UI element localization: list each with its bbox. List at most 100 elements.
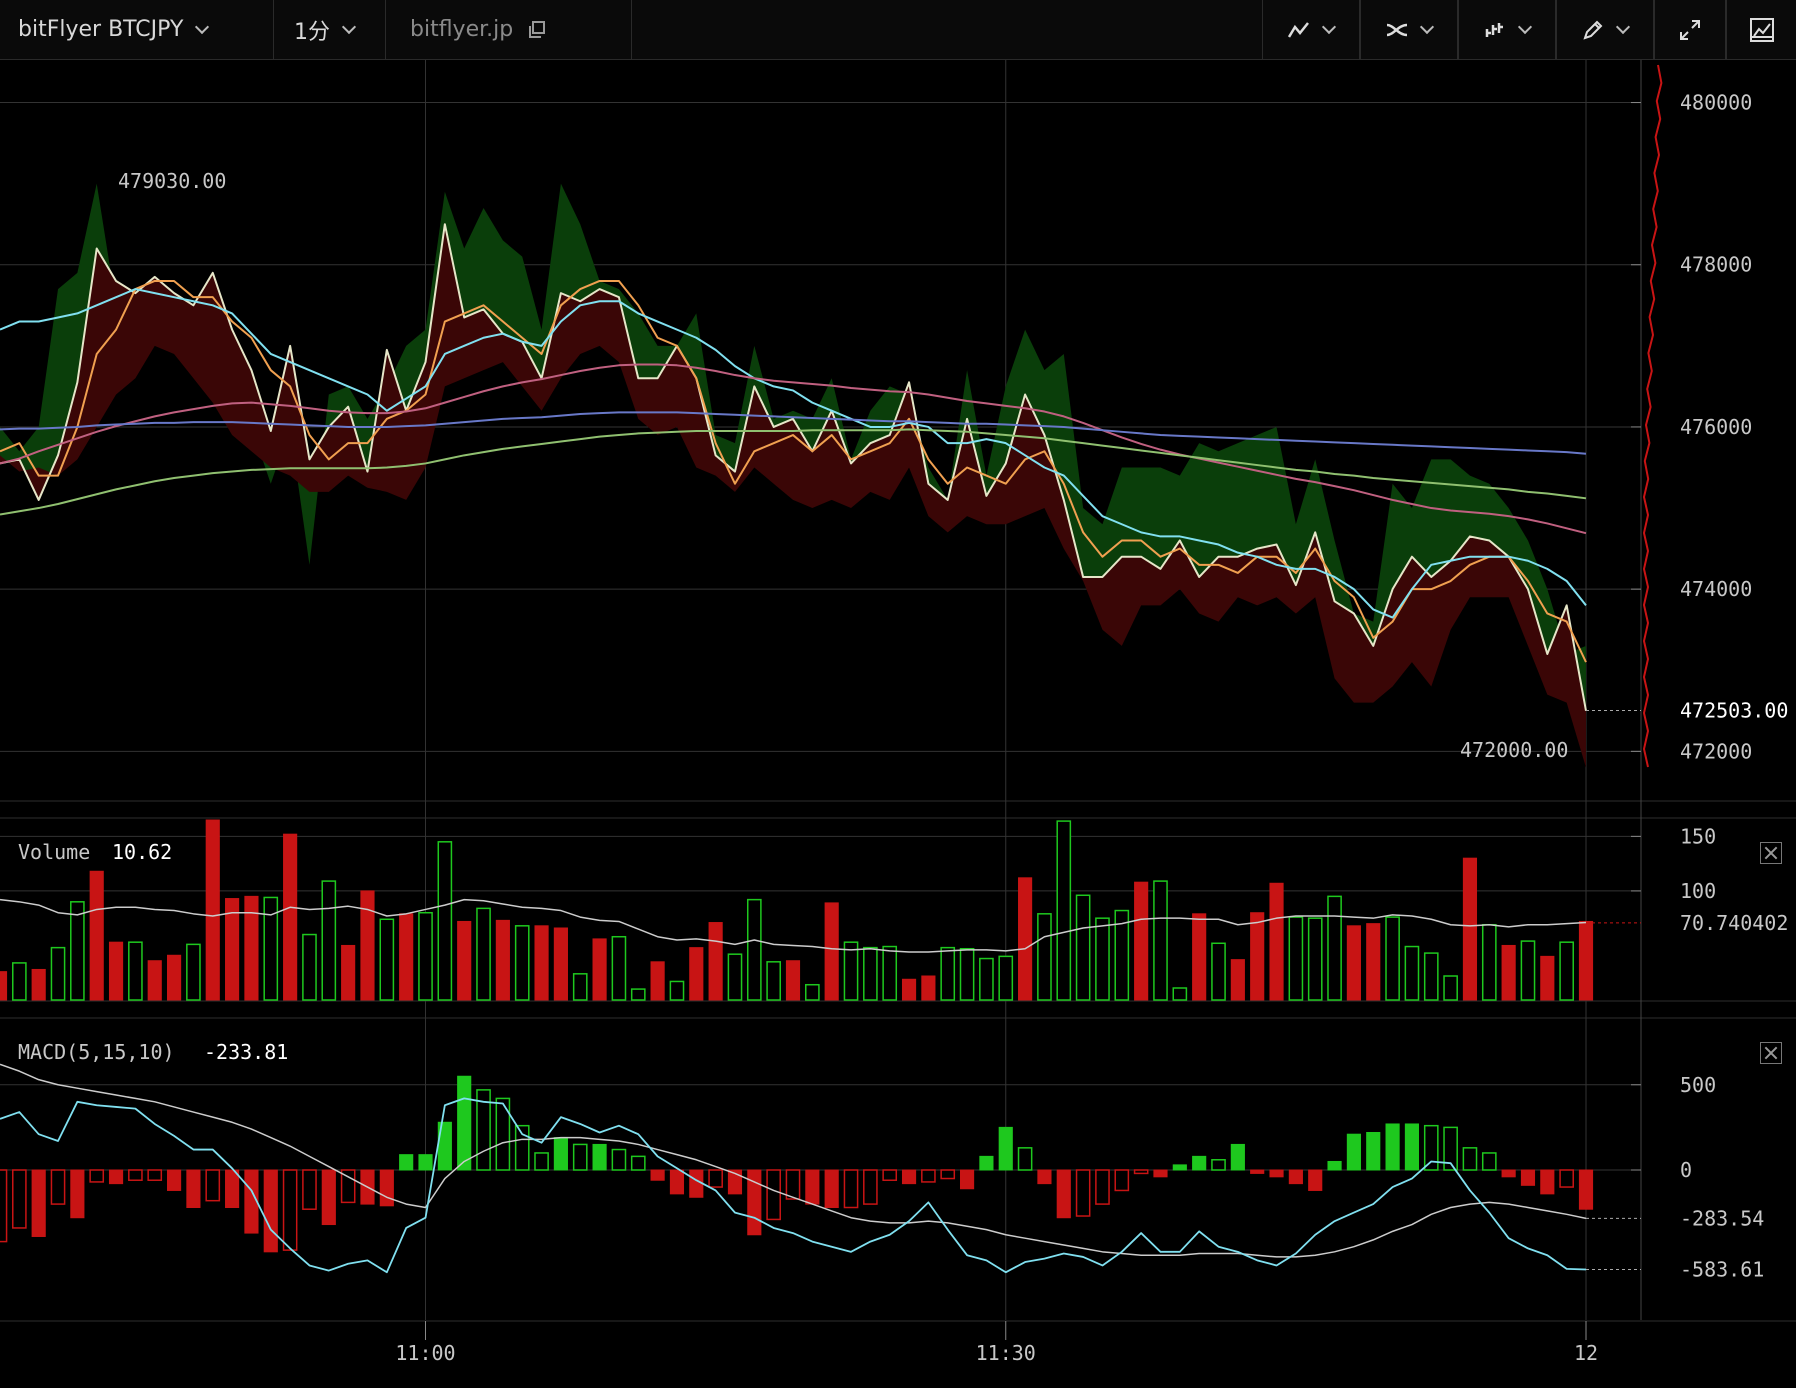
macd-histogram-bar bbox=[1172, 1164, 1187, 1171]
volume-bar bbox=[650, 961, 665, 1001]
volume-bar bbox=[1192, 913, 1207, 1001]
volume-bar bbox=[379, 918, 395, 1001]
volume-bar bbox=[89, 870, 104, 1001]
volume-bar bbox=[1501, 944, 1516, 1001]
macd-line-tick-label: -583.61 bbox=[1680, 1257, 1764, 1281]
macd-histogram-bar bbox=[1250, 1169, 1265, 1174]
price-tick-label: 480000 bbox=[1680, 91, 1752, 115]
interval-selector[interactable]: 1分 bbox=[274, 0, 386, 59]
volume-bar bbox=[128, 941, 143, 1001]
volume-bar bbox=[1462, 857, 1478, 1001]
volume-bar bbox=[534, 925, 549, 1001]
price-band-lower bbox=[0, 224, 1586, 768]
macd-histogram-bar bbox=[1288, 1169, 1303, 1185]
axes: 11:00 11:30 12 480000 478000 476000 474000 4720… bbox=[395, 60, 1788, 1365]
draw-tool-button[interactable] bbox=[1556, 0, 1654, 59]
macd-tick-label: 0 bbox=[1680, 1158, 1692, 1182]
volume-bar bbox=[766, 961, 781, 1001]
draw-pencil-icon bbox=[1583, 20, 1603, 40]
macd-histogram-bar bbox=[1269, 1169, 1284, 1178]
macd-histogram-bar bbox=[186, 1169, 201, 1208]
chart-canvas[interactable]: 11:00 11:30 12 480000 478000 476000 474000 4720… bbox=[0, 60, 1796, 1388]
volume-bar bbox=[785, 960, 801, 1001]
macd-signal-line bbox=[0, 1063, 1587, 1258]
high-price-label: 479030.00 bbox=[118, 169, 226, 193]
chart-settings-button[interactable] bbox=[1726, 0, 1796, 59]
price-line bbox=[0, 223, 1587, 711]
volume-ma-line bbox=[0, 898, 1587, 953]
volume-bar bbox=[418, 911, 433, 1001]
macd-histogram-bar bbox=[70, 1169, 85, 1219]
macd-histogram-bar bbox=[1114, 1169, 1130, 1192]
macd-histogram-bar bbox=[998, 1126, 1013, 1171]
volume-ma-tick-label: 70.740402 bbox=[1680, 911, 1788, 935]
chevron-down-icon bbox=[341, 19, 357, 34]
chevron-down-icon bbox=[1321, 19, 1337, 34]
indicator-button[interactable] bbox=[1360, 0, 1458, 59]
fullscreen-button[interactable] bbox=[1654, 0, 1726, 59]
macd-line bbox=[0, 1097, 1587, 1274]
macd-histogram-bar bbox=[205, 1169, 221, 1202]
volume-bar bbox=[959, 947, 975, 1001]
macd-histogram-bar bbox=[399, 1154, 414, 1171]
volume-bar bbox=[553, 927, 568, 1001]
volume-bar bbox=[901, 978, 917, 1001]
macd-histogram-bar bbox=[321, 1169, 336, 1226]
macd-histogram-bar bbox=[650, 1169, 665, 1181]
volume-bar bbox=[805, 983, 820, 1001]
volume-bar bbox=[1385, 916, 1400, 1001]
volume-bar bbox=[1366, 923, 1381, 1001]
macd-histogram-bar bbox=[940, 1169, 956, 1180]
macd-histogram-bar bbox=[592, 1143, 607, 1171]
macd-histogram-bar bbox=[147, 1169, 163, 1181]
volume-bar bbox=[0, 971, 8, 1001]
chart-settings-icon bbox=[1749, 17, 1774, 42]
volume-title: Volume bbox=[18, 840, 90, 864]
macd-histogram-bar bbox=[1423, 1124, 1439, 1171]
symbol-selector[interactable]: bitFlyer BTCJPY bbox=[0, 0, 274, 59]
ma-longer-line bbox=[0, 411, 1587, 455]
volume-bar bbox=[689, 947, 704, 1001]
volume-bar bbox=[1578, 920, 1594, 1001]
volume-bar bbox=[166, 954, 182, 1001]
macd-title: MACD(5,15,10) bbox=[18, 1040, 175, 1064]
volume-bar bbox=[360, 890, 375, 1001]
macd-histogram-bar bbox=[766, 1169, 781, 1221]
volume-bar bbox=[457, 920, 472, 1001]
macd-histogram-bar bbox=[1327, 1160, 1342, 1171]
chevron-down-icon bbox=[195, 19, 210, 34]
site-label: bitflyer.jp bbox=[410, 17, 514, 42]
macd-histogram-bar bbox=[882, 1169, 898, 1181]
volume-bar bbox=[147, 960, 162, 1001]
volume-bar bbox=[630, 988, 646, 1001]
grid-lines bbox=[0, 60, 1796, 1322]
volume-bar bbox=[283, 833, 298, 1001]
macd-histogram-bar bbox=[50, 1169, 66, 1205]
macd-histogram-bar bbox=[572, 1143, 588, 1171]
chevron-down-icon bbox=[1517, 19, 1533, 34]
macd-panel-close-icon[interactable] bbox=[1760, 1042, 1782, 1064]
volume-bar bbox=[708, 922, 723, 1001]
volume-panel-close-icon[interactable] bbox=[1760, 842, 1782, 864]
volume-bar bbox=[1056, 820, 1072, 1001]
ma-longest-line bbox=[0, 428, 1587, 516]
last-price-tick-label: 472503.00 bbox=[1680, 699, 1788, 723]
volume-bar bbox=[998, 955, 1014, 1001]
volume-bar bbox=[186, 943, 201, 1001]
symbol-label: bitFlyer BTCJPY bbox=[18, 17, 184, 42]
volume-bar bbox=[1559, 941, 1574, 1001]
macd-histogram-bar bbox=[1559, 1169, 1574, 1188]
site-link[interactable]: bitflyer.jp bbox=[386, 0, 632, 59]
macd-histogram-bar bbox=[1056, 1169, 1071, 1219]
price-tick-label: 472000 bbox=[1680, 739, 1752, 763]
volume-bar bbox=[1230, 959, 1245, 1001]
depth-strip bbox=[1642, 64, 1663, 768]
macd-histogram-bar bbox=[495, 1097, 511, 1171]
macd-histogram-bar bbox=[824, 1169, 839, 1208]
chart-type-button[interactable] bbox=[1458, 0, 1556, 59]
line-style-button[interactable] bbox=[1262, 0, 1360, 59]
volume-bars bbox=[0, 819, 1594, 1001]
volume-bar bbox=[50, 946, 66, 1001]
indicator-icon bbox=[1386, 23, 1408, 36]
volume-bar bbox=[1037, 913, 1052, 1001]
